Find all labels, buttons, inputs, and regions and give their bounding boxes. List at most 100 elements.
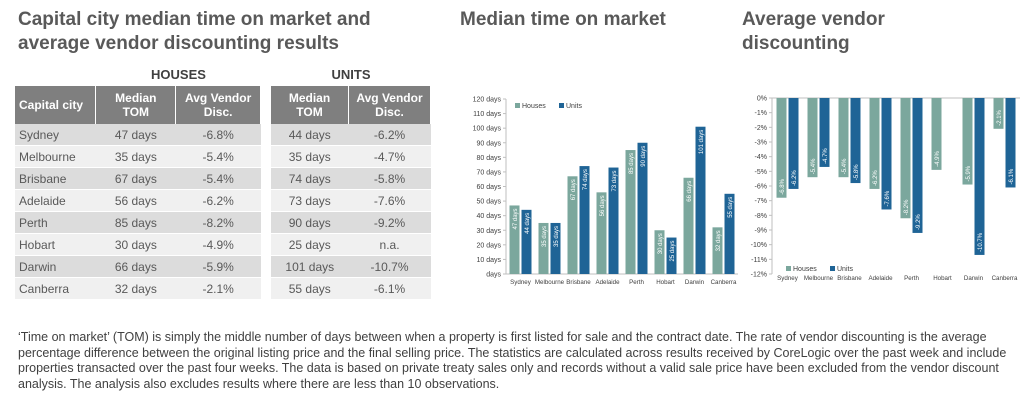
avg-disc-cell: n.a. xyxy=(348,233,431,256)
houses-group-header: HOUSES xyxy=(151,67,206,82)
data-label: -9.2% xyxy=(916,214,922,230)
median-tom-cell: 44 days xyxy=(271,124,349,146)
table-row: 55 days -6.1% xyxy=(271,277,431,300)
y-tick-label: -12% xyxy=(751,272,767,279)
x-tick-label: Hobart xyxy=(656,279,675,286)
bar-units xyxy=(550,222,561,274)
table-row: 35 days -4.7% xyxy=(271,145,431,168)
table-row: 74 days -5.8% xyxy=(271,167,431,190)
y-tick-label: -4% xyxy=(755,154,767,161)
data-label: 35 days xyxy=(542,226,548,247)
data-label: 30 days xyxy=(658,233,664,254)
main-title-line1: Capital city median time on market and xyxy=(18,9,371,30)
median-tom-cell: 30 days xyxy=(95,233,176,256)
data-label: -6.8% xyxy=(780,178,786,194)
bar-units xyxy=(724,193,735,274)
avg-disc-cell: -6.2% xyxy=(175,189,261,212)
main-title: Capital city median time on market and a… xyxy=(18,8,438,56)
col-header-avg-disc-line1: Avg Vendor xyxy=(185,91,252,105)
vd-chart-title: Average vendor discounting xyxy=(742,8,1002,56)
avg-disc-cell: -6.2% xyxy=(348,124,431,146)
y-tick-label: 100 days xyxy=(473,126,502,133)
table-row: Canberra 32 days -2.1% xyxy=(15,277,261,300)
bar-units xyxy=(788,98,799,189)
col-header-median-tom: Median TOM xyxy=(95,86,177,124)
y-tick-label: -8% xyxy=(755,213,767,220)
x-tick-label: Darwin xyxy=(964,275,984,282)
avg-disc-cell: -4.9% xyxy=(175,233,261,256)
data-label: -5.8% xyxy=(854,164,860,180)
data-label: 90 days xyxy=(641,146,647,167)
bar-houses xyxy=(625,150,636,274)
col-header-median-tom-line1: Median xyxy=(288,91,331,105)
units-group-header: UNITS xyxy=(331,67,371,82)
data-label: -5.4% xyxy=(811,158,817,174)
median-tom-cell: 66 days xyxy=(95,255,176,278)
data-label: -6.1% xyxy=(1009,168,1015,184)
data-label: 25 days xyxy=(670,241,676,262)
x-tick-label: Sydney xyxy=(777,275,799,282)
table-row: 90 days -9.2% xyxy=(271,211,431,234)
x-tick-label: Perth xyxy=(904,275,919,282)
vd-title-line1: Average vendor xyxy=(742,9,885,30)
x-tick-label: Perth xyxy=(629,279,644,286)
table-row: Adelaide 56 days -6.2% xyxy=(15,189,261,212)
y-tick-label: 120 days xyxy=(473,97,502,104)
median-tom-cell: 55 days xyxy=(271,277,349,300)
bar-houses xyxy=(869,98,880,189)
legend-label-houses: Houses xyxy=(793,266,817,273)
city-cell: Adelaide xyxy=(15,189,96,212)
y-tick-label: 80 days xyxy=(476,155,501,162)
table-row: 44 days -6.2% xyxy=(271,124,431,146)
table-row: Sydney 47 days -6.8% xyxy=(15,124,261,146)
bar-units xyxy=(695,126,706,274)
avg-disc-cell: -9.2% xyxy=(348,211,431,234)
avg-disc-cell: -5.4% xyxy=(175,167,261,190)
legend-swatch-houses xyxy=(515,103,520,108)
bar-houses xyxy=(993,98,1004,129)
city-cell: Canberra xyxy=(15,277,96,300)
legend-swatch-units xyxy=(559,103,564,108)
y-tick-label: -7% xyxy=(755,198,767,205)
avg-disc-cell: -7.6% xyxy=(348,189,431,212)
y-tick-label: -10% xyxy=(751,242,767,249)
bar-houses xyxy=(712,227,723,274)
bar-units xyxy=(666,237,677,274)
tom-chart-title: Median time on market xyxy=(460,9,666,30)
city-cell: Perth xyxy=(15,211,96,234)
median-tom-cell: 85 days xyxy=(95,211,176,234)
y-tick-label: -11% xyxy=(751,257,767,264)
data-label: 67 days xyxy=(571,179,577,200)
bar-houses xyxy=(931,98,942,170)
data-label: -4.7% xyxy=(823,148,829,164)
avg-disc-cell: -10.7% xyxy=(348,255,431,278)
data-label: -4.9% xyxy=(935,151,941,167)
avg-disc-cell: -5.8% xyxy=(348,167,431,190)
data-label: 66 days xyxy=(687,181,693,202)
x-tick-label: Brisbane xyxy=(837,275,862,282)
bar-houses xyxy=(596,192,607,274)
y-tick-label: -9% xyxy=(755,228,767,235)
data-label: -5.9% xyxy=(966,165,972,181)
bar-houses xyxy=(538,222,549,274)
col-header-avg-disc-line1: Avg Vendor xyxy=(356,91,423,105)
bar-houses xyxy=(683,177,694,274)
data-label: 55 days xyxy=(728,197,734,218)
y-tick-label: -6% xyxy=(755,184,767,191)
x-tick-label: Canberra xyxy=(711,279,737,286)
y-tick-label: -5% xyxy=(755,169,767,176)
data-label: 44 days xyxy=(525,213,531,234)
bar-units xyxy=(974,98,985,255)
city-cell: Hobart xyxy=(15,233,96,256)
data-label: 32 days xyxy=(716,230,722,251)
y-tick-label: 40 days xyxy=(476,213,501,220)
legend-label-units: Units xyxy=(566,103,582,110)
table-row: Hobart 30 days -4.9% xyxy=(15,233,261,256)
data-label: -10.7% xyxy=(978,232,984,252)
x-tick-label: Melbourne xyxy=(535,279,565,286)
y-tick-label: -1% xyxy=(755,110,767,117)
bar-houses xyxy=(654,230,665,274)
data-label: -6.2% xyxy=(873,170,879,186)
median-tom-cell: 35 days xyxy=(95,145,176,168)
median-tom-cell: 101 days xyxy=(271,255,349,278)
